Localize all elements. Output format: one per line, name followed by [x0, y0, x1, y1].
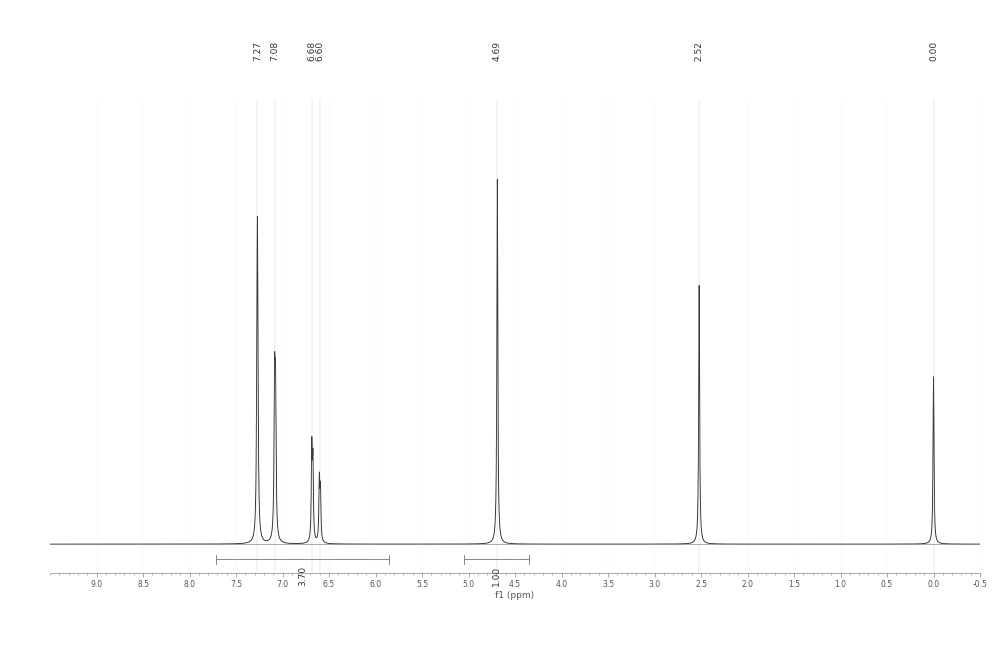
- Text: 4.69: 4.69: [493, 41, 502, 61]
- Text: 1.00: 1.00: [492, 566, 501, 586]
- Text: 7.27: 7.27: [253, 41, 262, 61]
- Text: 6.68: 6.68: [308, 41, 317, 61]
- Text: 2.52: 2.52: [695, 41, 704, 61]
- X-axis label: f1 (ppm): f1 (ppm): [495, 590, 535, 600]
- Text: 0.00: 0.00: [929, 41, 938, 61]
- Text: 3.70: 3.70: [298, 566, 307, 586]
- Text: 7.08: 7.08: [271, 41, 280, 61]
- Text: 6.60: 6.60: [315, 41, 324, 61]
